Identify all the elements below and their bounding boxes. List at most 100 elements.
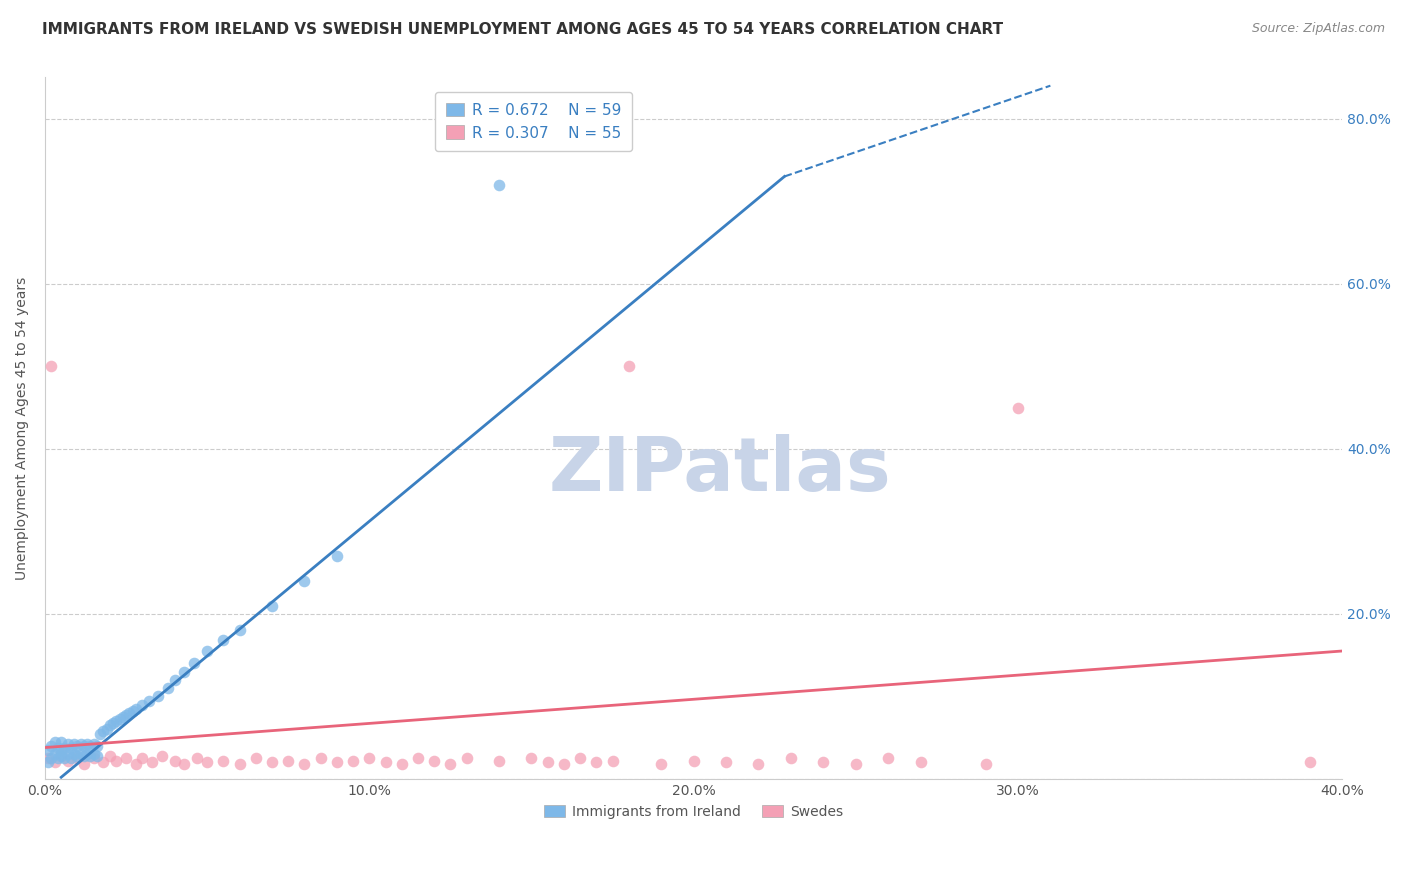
Swedes	[125, 757, 148, 772]
Immigrants from Ireland	[46, 740, 69, 755]
Immigrants from Ireland	[69, 737, 91, 751]
Swedes	[553, 757, 575, 772]
Swedes	[682, 754, 704, 768]
Immigrants from Ireland	[53, 751, 76, 765]
Swedes	[186, 751, 208, 765]
Immigrants from Ireland	[163, 673, 186, 687]
Swedes	[714, 756, 737, 770]
Immigrants from Ireland	[260, 599, 283, 613]
Swedes	[56, 754, 79, 768]
Immigrants from Ireland	[89, 726, 111, 740]
Swedes	[66, 751, 89, 765]
Swedes	[456, 751, 478, 765]
Immigrants from Ireland	[73, 739, 96, 753]
Immigrants from Ireland	[183, 657, 205, 671]
Swedes	[520, 751, 543, 765]
Immigrants from Ireland	[56, 747, 79, 761]
Immigrants from Ireland	[96, 723, 118, 737]
Swedes	[141, 756, 163, 770]
Immigrants from Ireland	[131, 698, 153, 712]
Swedes	[747, 757, 769, 772]
Swedes	[391, 757, 413, 772]
Immigrants from Ireland	[121, 704, 143, 718]
Immigrants from Ireland	[101, 715, 124, 730]
Swedes	[585, 756, 607, 770]
Swedes	[845, 757, 868, 772]
Swedes	[294, 757, 316, 772]
Swedes	[131, 751, 153, 765]
Swedes	[617, 359, 640, 374]
Immigrants from Ireland	[53, 740, 76, 755]
Immigrants from Ireland	[326, 549, 349, 563]
Immigrants from Ireland	[76, 747, 98, 761]
Swedes	[488, 754, 510, 768]
Swedes	[813, 756, 835, 770]
Immigrants from Ireland	[118, 706, 141, 720]
Swedes	[569, 751, 592, 765]
Immigrants from Ireland	[111, 710, 134, 724]
Immigrants from Ireland	[51, 748, 73, 763]
Immigrants from Ireland	[41, 739, 63, 753]
Swedes	[163, 754, 186, 768]
Swedes	[1299, 756, 1322, 770]
Immigrants from Ireland	[69, 747, 91, 761]
Swedes	[277, 754, 299, 768]
Immigrants from Ireland	[294, 574, 316, 588]
Immigrants from Ireland	[59, 751, 82, 765]
Immigrants from Ireland	[148, 690, 170, 704]
Immigrants from Ireland	[212, 633, 235, 648]
Immigrants from Ireland	[76, 737, 98, 751]
Immigrants from Ireland	[51, 735, 73, 749]
Immigrants from Ireland	[157, 681, 180, 695]
Swedes	[780, 751, 803, 765]
Swedes	[342, 754, 364, 768]
Immigrants from Ireland	[44, 747, 66, 761]
Immigrants from Ireland	[37, 743, 59, 757]
Swedes	[105, 754, 128, 768]
Swedes	[51, 747, 73, 761]
Swedes	[41, 359, 63, 374]
Swedes	[212, 754, 235, 768]
Immigrants from Ireland	[44, 735, 66, 749]
Immigrants from Ireland	[41, 751, 63, 765]
Immigrants from Ireland	[37, 756, 59, 770]
Y-axis label: Unemployment Among Ages 45 to 54 years: Unemployment Among Ages 45 to 54 years	[15, 277, 30, 580]
Swedes	[228, 757, 250, 772]
Swedes	[309, 751, 332, 765]
Swedes	[260, 756, 283, 770]
Immigrants from Ireland	[108, 713, 131, 727]
Swedes	[44, 756, 66, 770]
Swedes	[877, 751, 900, 765]
Immigrants from Ireland	[73, 748, 96, 763]
Swedes	[406, 751, 429, 765]
Immigrants from Ireland	[105, 714, 128, 728]
Text: ZIPatlas: ZIPatlas	[548, 434, 891, 507]
Immigrants from Ireland	[86, 748, 108, 763]
Immigrants from Ireland	[79, 739, 101, 753]
Immigrants from Ireland	[93, 724, 115, 739]
Text: IMMIGRANTS FROM IRELAND VS SWEDISH UNEMPLOYMENT AMONG AGES 45 TO 54 YEARS CORREL: IMMIGRANTS FROM IRELAND VS SWEDISH UNEMP…	[42, 22, 1004, 37]
Immigrants from Ireland	[488, 178, 510, 192]
Immigrants from Ireland	[59, 740, 82, 755]
Text: Source: ZipAtlas.com: Source: ZipAtlas.com	[1251, 22, 1385, 36]
Immigrants from Ireland	[46, 751, 69, 765]
Immigrants from Ireland	[56, 737, 79, 751]
Swedes	[245, 751, 267, 765]
Swedes	[83, 751, 105, 765]
Swedes	[423, 754, 446, 768]
Swedes	[374, 756, 396, 770]
Swedes	[537, 756, 560, 770]
Immigrants from Ireland	[86, 739, 108, 753]
Swedes	[650, 757, 672, 772]
Immigrants from Ireland	[115, 707, 138, 722]
Swedes	[173, 757, 195, 772]
Immigrants from Ireland	[83, 747, 105, 761]
Immigrants from Ireland	[228, 624, 250, 638]
Immigrants from Ireland	[66, 739, 89, 753]
Swedes	[439, 757, 461, 772]
Swedes	[974, 757, 997, 772]
Immigrants from Ireland	[79, 748, 101, 763]
Swedes	[1007, 401, 1029, 415]
Swedes	[326, 756, 349, 770]
Immigrants from Ireland	[63, 747, 86, 761]
